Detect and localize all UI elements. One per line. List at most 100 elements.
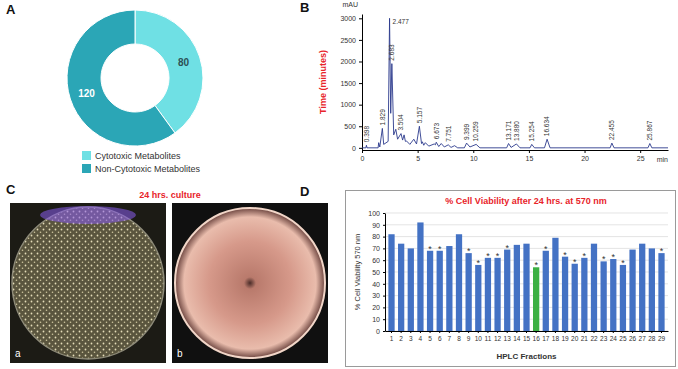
tick-mark: [565, 331, 566, 333]
tick-mark: [359, 126, 362, 127]
legend-swatch: [82, 151, 91, 160]
tick-mark: [478, 331, 479, 333]
tick: 5: [416, 150, 420, 162]
tick: 40: [372, 281, 385, 288]
bar: [485, 258, 491, 331]
tick: 30: [372, 292, 385, 299]
tick-mark: [603, 331, 604, 333]
photo-background: [172, 203, 328, 363]
plot-area: [388, 222, 664, 331]
bar: [649, 248, 655, 331]
tick-label: 5: [428, 335, 432, 342]
tick: 70: [372, 245, 385, 252]
significance-marker: *: [505, 243, 509, 253]
tick: 25: [619, 331, 627, 342]
tick-label: 17: [542, 335, 550, 342]
tick-label: 1000: [340, 101, 356, 108]
legend-label: Cytotoxic Metabolites: [95, 151, 181, 161]
tick-label: 23: [600, 335, 608, 342]
tick-mark: [359, 83, 362, 84]
bar: [437, 251, 443, 331]
tick: 1000: [340, 101, 362, 108]
peak-label: 6.673: [433, 123, 440, 140]
tick: 28: [648, 331, 656, 342]
tick: 5: [428, 331, 432, 342]
tick-label: 10: [470, 155, 478, 162]
tick-mark: [529, 150, 530, 153]
tick-label: 100: [368, 210, 380, 217]
tick-mark: [383, 319, 385, 320]
tick: 2: [399, 331, 403, 342]
significance-marker: *: [612, 252, 616, 262]
tick-label: 30: [372, 292, 380, 299]
y-unit: mAU: [342, 1, 358, 8]
panel-label: D: [300, 184, 309, 199]
glow: [40, 206, 136, 224]
tick: 8: [457, 331, 461, 342]
tick-label: 90: [372, 222, 380, 229]
y-axis-title: Time (minutes): [318, 50, 328, 114]
tick-mark: [383, 225, 385, 226]
tick-mark: [430, 331, 431, 333]
tick-mark: [640, 150, 641, 153]
grid: [385, 213, 668, 331]
tick: 3: [409, 331, 413, 342]
tick-mark: [383, 296, 385, 297]
tick-mark: [359, 18, 362, 19]
bar: [456, 234, 462, 331]
tick-label: 15: [523, 335, 531, 342]
tick: 15: [523, 331, 531, 342]
tick: 15: [526, 150, 534, 162]
tick-label: 29: [658, 335, 666, 342]
photo-label: a: [15, 348, 21, 359]
tick-mark: [359, 40, 362, 41]
tick-label: 21: [581, 335, 589, 342]
tick: 16: [533, 331, 541, 342]
grid-line: [385, 236, 668, 237]
grid-line: [385, 213, 668, 214]
tick-mark: [574, 331, 575, 333]
tick: 13: [504, 331, 512, 342]
tick-label: 10: [475, 335, 483, 342]
tick: 7: [448, 331, 452, 342]
tick-mark: [401, 331, 402, 333]
tick: 3000: [340, 15, 362, 22]
x-axis-title: HPLC Fractions: [496, 352, 557, 361]
tick-label: 18: [552, 335, 560, 342]
significance-marker: *: [438, 244, 442, 254]
bar: [581, 258, 587, 331]
significance-marker: *: [573, 257, 577, 267]
bar: [388, 234, 394, 331]
tick: 10: [475, 331, 483, 342]
bar: [475, 265, 481, 331]
tick-label: 0: [352, 145, 356, 152]
tick-mark: [536, 331, 537, 333]
peak-label: 10.259: [472, 121, 479, 141]
tick-mark: [383, 260, 385, 261]
photo-label: b: [177, 348, 183, 359]
tick-label: 1500: [340, 80, 356, 87]
tick: 1500: [340, 80, 362, 87]
chart-title: % Cell Viability after 24 hrs. at 570 nm: [445, 196, 606, 206]
peak-label: 16.634: [543, 116, 550, 136]
bar: [601, 261, 607, 331]
axis: 0510152025: [361, 150, 669, 162]
y-axis-title: % Cell Viability 570 nm: [353, 234, 362, 311]
tick-label: 70: [372, 245, 380, 252]
legend: Cytotoxic MetabolitesNon-Cytotoxic Metab…: [82, 151, 201, 174]
tick: 9: [467, 331, 471, 342]
grid-line: [385, 224, 668, 225]
bar: [398, 244, 404, 331]
tick-mark: [473, 150, 474, 153]
panel-label: A: [6, 2, 16, 17]
tick: 20: [581, 150, 589, 162]
tick-label: 12: [494, 335, 502, 342]
tick-label: 11: [485, 335, 492, 342]
tick-label: 0: [361, 155, 365, 162]
tick-mark: [383, 272, 385, 273]
peak-label: 13.171: [505, 120, 512, 140]
peak-label: 22.455: [608, 120, 615, 140]
tick-mark: [661, 331, 662, 333]
significance-marker: *: [477, 258, 481, 268]
tick-label: 25: [619, 335, 627, 342]
